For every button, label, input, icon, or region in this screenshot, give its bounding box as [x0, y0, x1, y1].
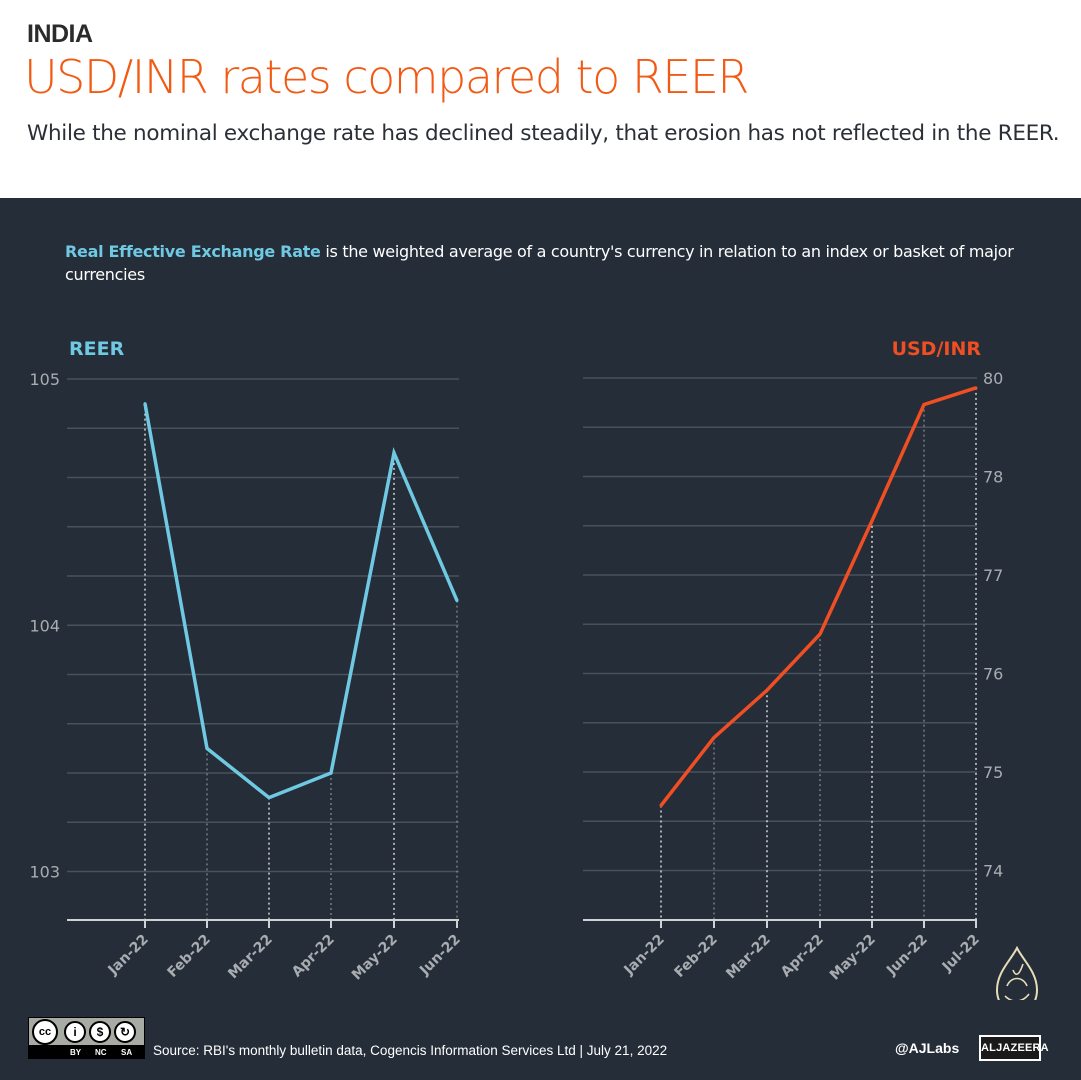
y-tick-label: 75: [983, 763, 1003, 782]
x-tick-label: Apr-22: [289, 932, 338, 981]
reer-definition-note: Real Effective Exchange Rate is the weig…: [65, 240, 1025, 286]
data-point: [712, 736, 716, 740]
x-tick-label: Apr-22: [778, 932, 827, 981]
data-point: [455, 599, 459, 603]
nc-dollar-icon: $: [89, 1021, 111, 1043]
x-tick-label: May-22: [827, 932, 879, 984]
page-title: USD/INR rates compared to REER: [24, 50, 749, 104]
cc-sa-label: SA: [121, 1048, 133, 1057]
kicker: INDIA: [27, 20, 93, 48]
x-tick-label: Jun-22: [883, 932, 931, 980]
x-tick-label: May-22: [349, 932, 401, 984]
note-highlight: Real Effective Exchange Rate: [65, 242, 321, 261]
sa-share-icon: ↻: [114, 1021, 136, 1043]
aljazeera-wordmark: ALJAZEERA: [979, 1035, 1049, 1061]
data-point: [974, 386, 978, 390]
y-tick-label: 103: [29, 863, 60, 882]
x-tick-label: Mar-22: [225, 932, 276, 983]
aljazeera-logo-icon: [995, 945, 1039, 1000]
by-person-icon: i: [64, 1021, 86, 1043]
x-tick-label: Jun-22: [416, 932, 464, 980]
x-tick-label: Jul-22: [939, 932, 983, 976]
x-tick-label: Feb-22: [671, 932, 720, 981]
twitter-handle: @AJLabs: [895, 1040, 960, 1056]
header: INDIA USD/INR rates compared to REER Whi…: [0, 0, 1081, 198]
y-tick-label: 105: [29, 370, 60, 389]
y-tick-label: 76: [983, 665, 1003, 684]
creative-commons-badge: cc i $ ↻ BY NC SA: [28, 1017, 145, 1059]
series-line: [659, 386, 977, 807]
x-tick-label: Feb-22: [164, 932, 213, 981]
data-point: [659, 803, 663, 807]
reer-chart: REER 105 104 103 Jan-22 Feb-22 Mar-22 Apr-22 May…: [29, 338, 463, 983]
series-line: [143, 403, 459, 800]
data-point: [205, 746, 209, 750]
data-point: [922, 403, 926, 407]
chart-title: REER: [69, 338, 125, 360]
data-point: [392, 451, 396, 455]
data-point: [267, 796, 271, 800]
y-tick-label: 74: [983, 862, 1003, 881]
chart-title: USD/INR: [892, 338, 982, 360]
cc-icon: cc: [32, 1019, 58, 1045]
data-point: [818, 632, 822, 636]
subtitle: While the nominal exchange rate has decl…: [27, 121, 1060, 146]
x-tick-label: Jan-22: [621, 932, 668, 979]
y-tick-label: 77: [983, 566, 1003, 585]
data-point: [765, 688, 769, 692]
y-tick-label: 104: [29, 616, 60, 635]
data-point: [329, 771, 333, 775]
cc-by-label: BY: [70, 1048, 82, 1057]
cc-label-bar: [29, 1045, 144, 1058]
data-point: [143, 402, 147, 406]
data-point: [870, 519, 874, 523]
y-tick-label: 78: [983, 468, 1003, 487]
cc-nc-label: NC: [95, 1048, 107, 1057]
x-tick-label: Jan-22: [105, 932, 152, 979]
source-credit: Source: RBI's monthly bulletin data, Cog…: [153, 1043, 668, 1058]
y-tick-label: 80: [983, 369, 1003, 388]
note-text: is the weighted average of a country's c…: [65, 242, 1014, 284]
x-tick-label: Mar-22: [723, 932, 774, 983]
